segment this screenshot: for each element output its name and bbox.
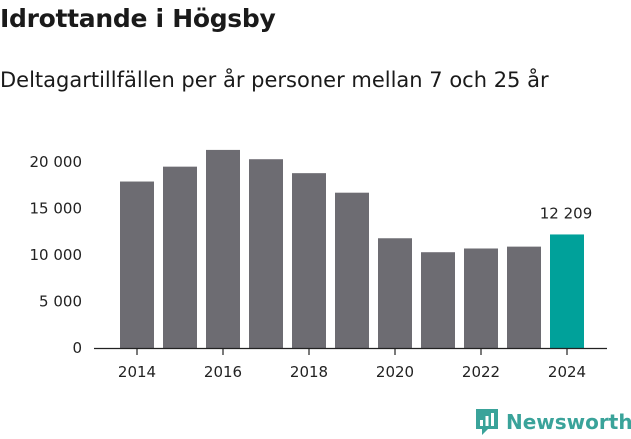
chart-subtitle: Deltagartillfällen per år personer mella… [0, 68, 549, 92]
bar [378, 238, 412, 348]
bar [292, 173, 326, 348]
x-tick-label: 2014 [118, 363, 156, 381]
y-tick-label: 10 000 [30, 246, 83, 264]
x-tick-label: 2020 [376, 363, 414, 381]
bar [249, 159, 283, 348]
bar [421, 252, 455, 348]
chart-title: Idrottande i Högsby [0, 4, 276, 33]
data-label: 12 209 [540, 204, 593, 222]
y-tick-label: 0 [72, 339, 82, 357]
bar [550, 234, 584, 348]
bar [507, 246, 541, 348]
bar [464, 248, 498, 348]
x-tick-label: 2022 [462, 363, 500, 381]
y-tick-label: 5 000 [39, 293, 82, 311]
newsworthy-logo-icon [476, 409, 498, 435]
bar [335, 192, 369, 348]
bar [120, 181, 154, 348]
x-tick-label: 2016 [204, 363, 242, 381]
x-tick-label: 2018 [290, 363, 328, 381]
y-tick-label: 15 000 [30, 200, 83, 218]
newsworthy-logo-text: Newsworthy [506, 410, 631, 434]
x-tick-label: 2024 [548, 363, 586, 381]
newsworthy-logo: Newsworthy [474, 405, 631, 439]
y-tick-label: 20 000 [30, 153, 83, 171]
bar [206, 149, 240, 348]
bar [163, 166, 197, 348]
